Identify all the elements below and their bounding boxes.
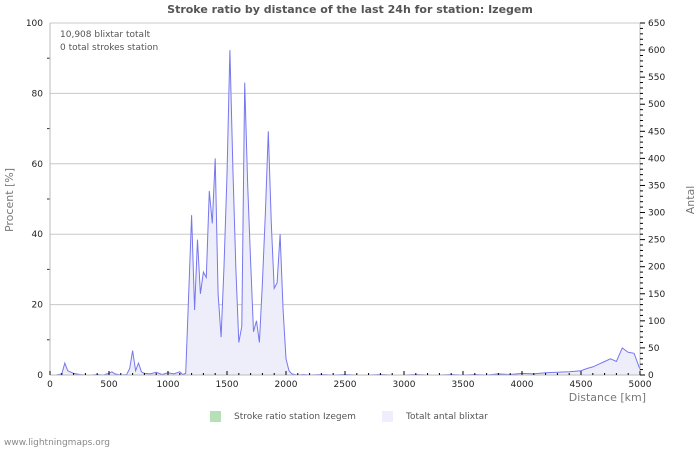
left-axis-title: Procent [%]: [3, 168, 16, 232]
legend-label-total-strokes: Totalt antal blixtar: [406, 411, 488, 422]
right-tick-label: 250: [648, 236, 665, 246]
x-tick-label: 1000: [157, 380, 180, 390]
x-tick-label: 500: [100, 380, 117, 390]
left-tick-label: 60: [32, 160, 44, 170]
right-axis-title: Antal: [684, 186, 697, 215]
right-tick-label: 600: [648, 46, 665, 56]
legend-swatch-total-strokes: [382, 411, 393, 422]
legend-label-station-ratio: Stroke ratio station Izegem: [234, 411, 356, 422]
x-tick-label: 3500: [452, 380, 475, 390]
grid-lines: [50, 22, 640, 306]
x-tick-label: 4500: [570, 380, 593, 390]
total-strokes-area: [50, 50, 640, 375]
x-tick-label: 3000: [393, 380, 416, 390]
right-tick-label: 50: [648, 344, 660, 354]
right-tick-label: 300: [648, 209, 665, 219]
total-strokes-line: [50, 50, 641, 376]
info-total-strokes: 10,908 blixtar totalt: [60, 30, 151, 40]
left-tick-label: 40: [32, 230, 44, 240]
legend: Stroke ratio station Izegem Totalt antal…: [0, 411, 700, 427]
left-tick-label: 20: [32, 301, 44, 311]
left-tick-label: 0: [37, 371, 43, 381]
right-tick-label: 150: [648, 290, 665, 300]
right-tick-label: 450: [648, 127, 665, 137]
left-tick-label: 100: [26, 19, 43, 29]
right-tick-label: 400: [648, 154, 665, 164]
footer-credit: www.lightningmaps.org: [4, 438, 110, 448]
right-tick-label: 350: [648, 181, 665, 191]
right-tick-label: 550: [648, 73, 665, 83]
x-tick-label: 2000: [275, 380, 298, 390]
x-tick-label: 4000: [511, 380, 534, 390]
legend-swatch-station-ratio: [210, 411, 221, 422]
info-station-strokes: 0 total strokes station: [60, 43, 158, 53]
right-tick-label: 650: [648, 19, 665, 29]
right-tick-label: 200: [648, 263, 665, 273]
right-tick-label: 100: [648, 317, 665, 327]
right-tick-label: 0: [648, 371, 654, 381]
right-tick-label: 500: [648, 100, 665, 110]
left-tick-label: 80: [32, 89, 44, 99]
x-tick-label: 5000: [629, 380, 652, 390]
x-tick-label: 0: [47, 380, 53, 390]
x-tick-label: 1500: [216, 380, 239, 390]
legend-item-station-ratio: Stroke ratio station Izegem: [210, 411, 356, 422]
chart-title: Stroke ratio by distance of the last 24h…: [167, 3, 533, 16]
x-tick-label: 2500: [334, 380, 357, 390]
x-axis-title: Distance [km]: [569, 391, 646, 404]
legend-item-total-strokes: Totalt antal blixtar: [382, 411, 488, 422]
